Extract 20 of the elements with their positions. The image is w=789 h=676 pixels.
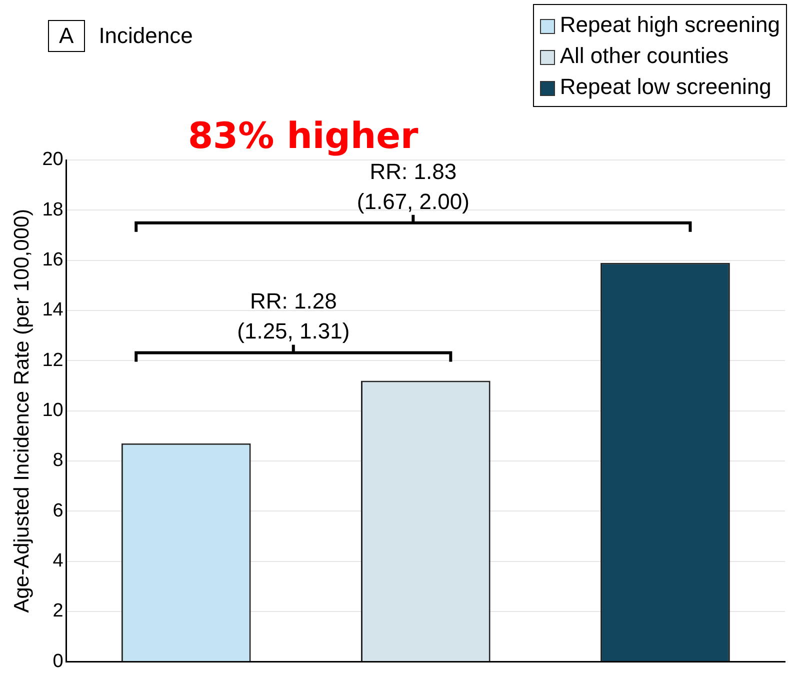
y-tick-label: 18 [42, 199, 64, 220]
annotation: RR: 1.28 (1.25, 1.31) [237, 288, 350, 344]
legend-label: All other counties [558, 42, 730, 70]
legend-label: Repeat high screening [558, 11, 780, 39]
y-tick-label: 8 [52, 450, 64, 472]
chart-title: Incidence [98, 23, 193, 49]
y-tick-label: 2 [52, 600, 64, 622]
y-tick-label: 10 [42, 400, 64, 422]
y-tick-label: 14 [42, 300, 64, 321]
y-tick-label: 4 [52, 550, 64, 572]
annotation: RR: 1.83 (1.67, 2.00) [356, 158, 470, 214]
y-tick-label: 0 [52, 650, 64, 672]
y-tick-label: 20 [42, 149, 64, 170]
y-tick-label: 12 [42, 350, 64, 371]
text: A [48, 20, 85, 52]
text: 83% higher [188, 116, 418, 157]
y-axis-title: Age-Adjusted Incidence Rate (per 100,000) [10, 208, 34, 613]
y-tick-label: 16 [42, 250, 64, 271]
legend-label: Repeat low screening [558, 73, 772, 101]
y-tick-label: 6 [52, 500, 64, 522]
